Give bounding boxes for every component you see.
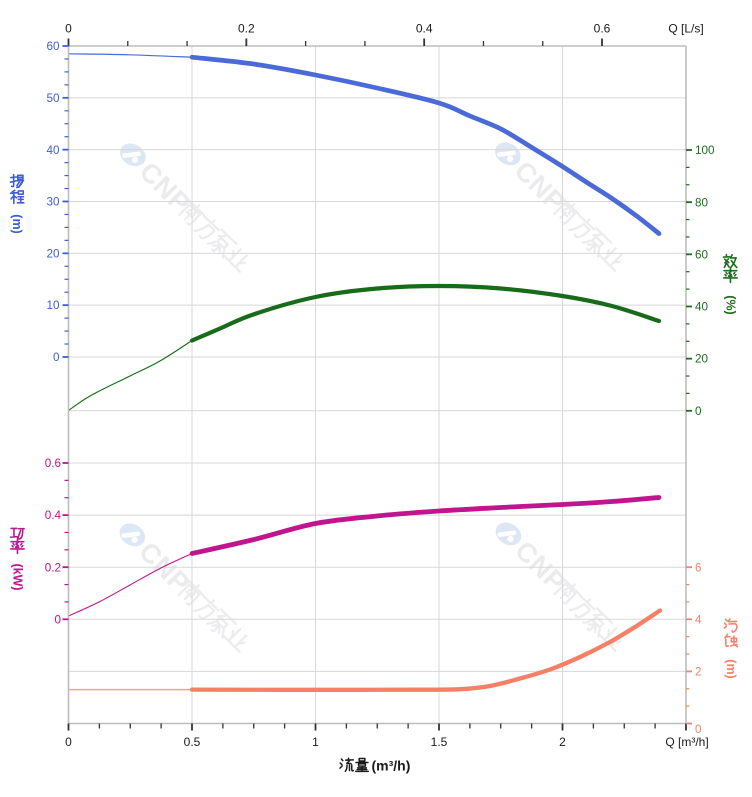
svg-text:60: 60	[46, 40, 60, 53]
svg-text:1: 1	[312, 735, 319, 749]
svg-text:0: 0	[695, 723, 702, 736]
svg-text:0: 0	[695, 405, 702, 418]
svg-text:0.2: 0.2	[45, 561, 61, 574]
svg-text:0.4: 0.4	[416, 22, 433, 36]
svg-text:0: 0	[65, 735, 72, 749]
svg-text:40: 40	[695, 301, 709, 314]
svg-text:0.2: 0.2	[238, 22, 255, 36]
svg-text:0: 0	[65, 22, 72, 36]
svg-text:(m): (m)	[724, 659, 738, 678]
svg-text:0: 0	[53, 351, 60, 364]
svg-text:0.6: 0.6	[45, 457, 61, 470]
svg-text:6: 6	[695, 561, 702, 574]
svg-text:Q [m³/h]: Q [m³/h]	[665, 735, 708, 749]
svg-text:20: 20	[695, 353, 709, 366]
svg-text:10: 10	[46, 299, 60, 312]
svg-text:80: 80	[695, 196, 709, 209]
svg-text:50: 50	[46, 92, 60, 105]
svg-text:2: 2	[695, 666, 702, 679]
svg-text:(m³/h): (m³/h)	[372, 758, 411, 774]
svg-text:40: 40	[46, 144, 60, 157]
svg-text:4: 4	[695, 613, 702, 626]
svg-text:20: 20	[46, 247, 60, 260]
svg-text:0.6: 0.6	[594, 22, 611, 36]
svg-text:60: 60	[695, 248, 709, 261]
svg-text:0.4: 0.4	[45, 509, 62, 522]
svg-text:100: 100	[695, 144, 715, 157]
svg-text:30: 30	[46, 196, 60, 209]
svg-text:(%): (%)	[724, 295, 738, 314]
svg-text:(kW): (kW)	[11, 563, 25, 590]
svg-text:(m): (m)	[10, 214, 24, 233]
svg-text:2: 2	[559, 735, 566, 749]
svg-text:1.5: 1.5	[431, 735, 448, 749]
svg-text:0.5: 0.5	[184, 735, 201, 749]
svg-text:0: 0	[54, 613, 61, 626]
svg-text:Q [L/s]: Q [L/s]	[668, 22, 703, 36]
